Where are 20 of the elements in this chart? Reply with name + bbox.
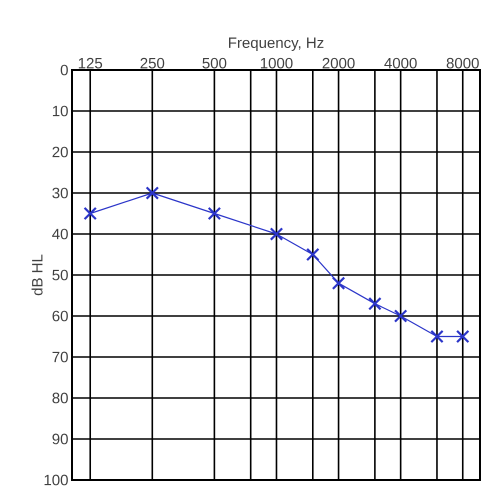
y-axis-title: dB HL [32,254,43,296]
x-tick-label: 125 [78,58,102,68]
y-tick-label: 20 [52,146,68,158]
x-tick-label: 500 [202,58,226,68]
y-tick-label: 80 [52,392,68,404]
y-tick-label: 60 [52,310,68,322]
y-tick-label: 50 [52,270,68,280]
y-tick-label: 70 [52,352,68,362]
x-tick-label: 250 [140,58,164,68]
x-tick-label: 4000 [384,58,417,68]
y-tick-label: 0 [60,64,68,76]
y-tick-label: 10 [52,106,68,116]
y-tick-label: 30 [52,188,68,198]
x-tick-label: 8000 [446,58,479,68]
y-tick-label: 40 [52,228,68,240]
x-tick-label: 1000 [260,58,293,68]
y-tick-label: 100 [44,474,68,486]
x-tick-label: 2000 [322,58,355,68]
x-axis-title: Frequency, Hz [229,38,324,51]
y-tick-label: 90 [52,434,68,444]
